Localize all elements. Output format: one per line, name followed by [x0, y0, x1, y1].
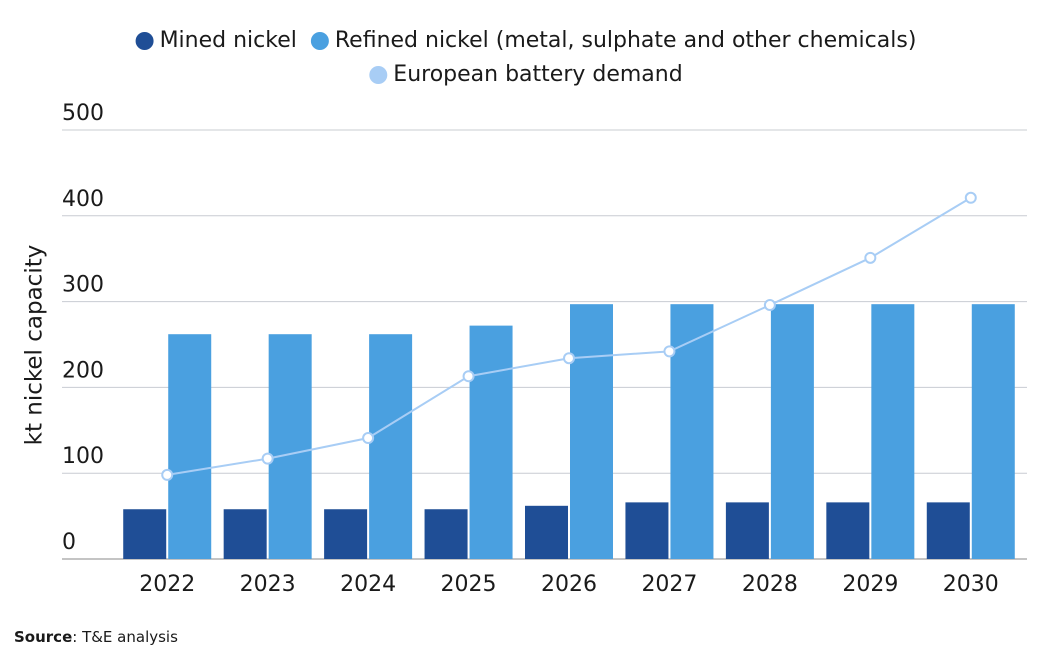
line-marker: [864, 251, 877, 264]
legend-swatch: [310, 32, 329, 50]
source: Source: T&E analysis: [14, 628, 178, 646]
bar: [268, 334, 312, 559]
legend-label: Refined nickel (metal, sulphate and othe…: [335, 28, 917, 53]
x-tick-label: 2025: [441, 572, 497, 597]
line-marker: [663, 345, 676, 358]
bar: [625, 502, 669, 559]
legend-swatch: [369, 66, 388, 84]
legend-swatch: [135, 32, 154, 50]
bar: [324, 509, 368, 559]
y-tick-label: 100: [62, 444, 104, 469]
x-tick-label: 2029: [842, 572, 898, 597]
y-tick-label: 500: [62, 101, 104, 126]
source-label: Source: [14, 628, 72, 646]
legend-label: Mined nickel: [160, 28, 297, 53]
legend-item: Refined nickel (metal, sulphate and othe…: [310, 28, 917, 53]
legend-label: European battery demand: [393, 62, 682, 87]
y-tick-label: 200: [62, 358, 104, 383]
bar: [223, 509, 267, 559]
y-tick-label: 0: [62, 530, 76, 555]
y-axis-label: kt nickel capacity: [22, 245, 48, 446]
line-marker: [462, 370, 475, 383]
line-marker: [161, 468, 174, 481]
x-tick-label: 2024: [340, 572, 396, 597]
bar: [826, 502, 870, 559]
legend-item: European battery demand: [369, 62, 683, 87]
line-marker: [261, 452, 274, 465]
x-tick-label: 2030: [943, 572, 999, 597]
y-tick-label: 400: [62, 187, 104, 212]
x-tick-label: 2023: [240, 572, 296, 597]
line-marker: [763, 299, 776, 312]
x-tick-label: 2028: [742, 572, 798, 597]
x-tick-label: 2022: [139, 572, 195, 597]
bar: [570, 304, 613, 559]
bar: [971, 304, 1015, 559]
bar: [469, 325, 513, 559]
bar: [424, 509, 468, 559]
x-tick-label: 2026: [541, 572, 597, 597]
bar: [926, 502, 970, 559]
source-text: : T&E analysis: [72, 628, 178, 646]
bar: [168, 334, 212, 559]
bar: [670, 304, 714, 559]
x-tick-label: 2027: [641, 572, 697, 597]
bar: [770, 304, 814, 559]
bar: [525, 505, 568, 559]
line-marker: [563, 352, 575, 365]
line-marker: [362, 432, 375, 445]
line-marker: [964, 191, 977, 204]
bar: [369, 334, 413, 559]
bar: [871, 304, 915, 559]
bar: [725, 502, 769, 559]
legend-item: Mined nickel: [135, 28, 297, 53]
bar: [123, 509, 167, 559]
y-tick-label: 300: [62, 273, 104, 298]
